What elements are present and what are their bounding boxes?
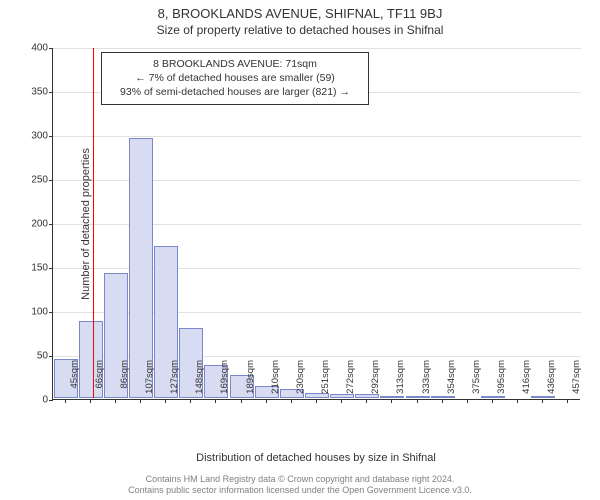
annotation-line: 93% of semi-detached houses are larger (…: [108, 85, 362, 99]
xtick-label: 272sqm: [345, 360, 356, 404]
page-title: 8, BROOKLANDS AVENUE, SHIFNAL, TF11 9BJ: [0, 0, 600, 21]
xtick-mark: [215, 399, 216, 403]
ytick-label: 350: [20, 87, 48, 98]
xtick-label: 333sqm: [421, 360, 432, 404]
xtick-mark: [291, 399, 292, 403]
xtick-label: 416sqm: [521, 360, 532, 404]
chart-container: { "header": { "address": "8, BROOKLANDS …: [0, 0, 600, 500]
ytick-mark: [49, 400, 53, 401]
plot-region: 8 BROOKLANDS AVENUE: 71sqm← 7% of detach…: [52, 48, 580, 400]
xtick-mark: [341, 399, 342, 403]
xtick-label: 292sqm: [370, 360, 381, 404]
xtick-label: 230sqm: [295, 360, 306, 404]
xtick-label: 395sqm: [496, 360, 507, 404]
xtick-label: 45sqm: [69, 360, 80, 404]
xtick-mark: [90, 399, 91, 403]
ytick-label: 200: [20, 219, 48, 230]
xtick-label: 127sqm: [169, 360, 180, 404]
ytick-mark: [49, 48, 53, 49]
ytick-label: 50: [20, 351, 48, 362]
page-subtitle: Size of property relative to detached ho…: [0, 21, 600, 37]
xtick-mark: [492, 399, 493, 403]
xtick-mark: [190, 399, 191, 403]
ytick-mark: [49, 224, 53, 225]
xtick-mark: [391, 399, 392, 403]
footer-line-2: Contains public sector information licen…: [0, 485, 600, 496]
xtick-label: 107sqm: [144, 360, 155, 404]
ytick-label: 100: [20, 307, 48, 318]
xtick-mark: [467, 399, 468, 403]
gridline: [53, 136, 581, 137]
footer-attribution: Contains HM Land Registry data © Crown c…: [0, 474, 600, 497]
xtick-mark: [417, 399, 418, 403]
xtick-mark: [366, 399, 367, 403]
xtick-label: 189sqm: [245, 360, 256, 404]
ytick-label: 300: [20, 131, 48, 142]
xtick-label: 457sqm: [571, 360, 582, 404]
xtick-mark: [517, 399, 518, 403]
xtick-label: 313sqm: [395, 360, 406, 404]
xtick-label: 375sqm: [471, 360, 482, 404]
xtick-label: 169sqm: [219, 360, 230, 404]
ytick-mark: [49, 312, 53, 313]
xtick-mark: [266, 399, 267, 403]
ytick-mark: [49, 180, 53, 181]
ytick-mark: [49, 136, 53, 137]
xtick-mark: [241, 399, 242, 403]
xtick-mark: [316, 399, 317, 403]
ytick-label: 150: [20, 263, 48, 274]
gridline: [53, 48, 581, 49]
xtick-mark: [165, 399, 166, 403]
annotation-line: 8 BROOKLANDS AVENUE: 71sqm: [108, 57, 362, 71]
annotation-line: ← 7% of detached houses are smaller (59): [108, 71, 362, 85]
histogram-chart: Number of detached properties 8 BROOKLAN…: [52, 48, 580, 400]
property-marker-line: [93, 48, 94, 398]
footer-line-1: Contains HM Land Registry data © Crown c…: [0, 474, 600, 485]
x-axis-label: Distribution of detached houses by size …: [52, 452, 580, 464]
xtick-mark: [567, 399, 568, 403]
xtick-mark: [65, 399, 66, 403]
xtick-label: 251sqm: [320, 360, 331, 404]
xtick-label: 86sqm: [119, 360, 130, 404]
ytick-mark: [49, 356, 53, 357]
xtick-label: 436sqm: [546, 360, 557, 404]
ytick-label: 400: [20, 43, 48, 54]
ytick-label: 0: [20, 395, 48, 406]
xtick-label: 354sqm: [446, 360, 457, 404]
xtick-label: 66sqm: [94, 360, 105, 404]
ytick-label: 250: [20, 175, 48, 186]
annotation-box: 8 BROOKLANDS AVENUE: 71sqm← 7% of detach…: [101, 52, 369, 105]
ytick-mark: [49, 268, 53, 269]
xtick-label: 148sqm: [194, 360, 205, 404]
xtick-mark: [442, 399, 443, 403]
ytick-mark: [49, 92, 53, 93]
xtick-mark: [542, 399, 543, 403]
xtick-mark: [115, 399, 116, 403]
xtick-label: 210sqm: [270, 360, 281, 404]
xtick-mark: [140, 399, 141, 403]
